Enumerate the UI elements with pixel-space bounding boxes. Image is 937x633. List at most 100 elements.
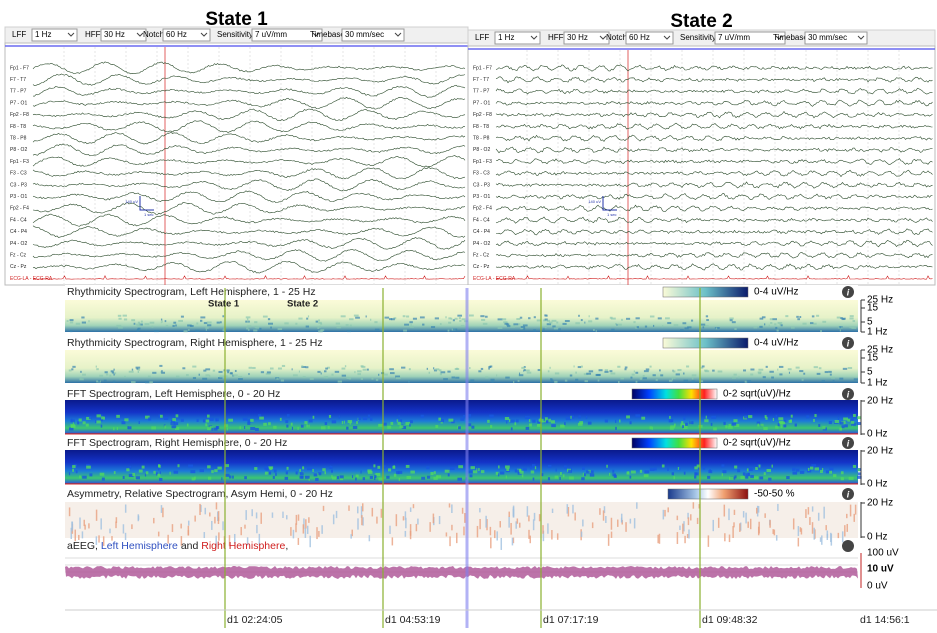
spectro-speck [765,415,767,418]
spectro-speck [833,380,835,382]
spectro-speck [445,316,446,318]
spectro-speck [71,521,73,531]
spectro-speck [86,424,89,427]
spectro-speck [791,327,795,329]
spectro-speck [557,533,559,539]
aeeg-title-part: Left Hemisphere [101,540,178,552]
spectro-speck [507,325,510,327]
spectro-speck [408,380,410,382]
spectro-speck [250,419,254,422]
spectro-speck [101,416,103,419]
spectro-speck [506,468,509,471]
spectro-speck [665,317,670,319]
spectro-speck [136,476,140,479]
spectro-speck [773,418,774,421]
spectro-speck [743,369,746,371]
spectro-speck [672,472,674,475]
spectro-speck [82,322,86,324]
spectro-speck [247,318,248,320]
spectro-speck [568,470,572,473]
spectro-speck [239,426,241,429]
spectro-speck [318,472,321,475]
spectro-speck [344,421,345,424]
spectro-speck [840,329,841,331]
spectro-speck [355,477,357,480]
spectro-speck [97,414,101,417]
spectro-speck [659,369,661,371]
row-title: FFT Spectrogram, Left Hemisphere, 0 - 20… [67,388,280,400]
spectro-speck [377,466,380,469]
spectro-speck [513,323,518,325]
spectro-speck [446,532,448,536]
spectro-speck [407,476,412,479]
spectro-speck [190,325,194,327]
channel-label: C3 - P3 [10,182,27,188]
spectro-speck [240,527,242,535]
spectro-speck [363,417,367,420]
spectro-speck [232,476,234,479]
spectro-speck [332,420,336,423]
spectro-speck [817,373,821,375]
spectro-speck [447,371,450,373]
spectro-speck [520,317,522,319]
spectro-speck [843,318,846,320]
spectro-speck [389,526,391,534]
spectro-speck [556,322,558,324]
spectro-speck [669,416,671,419]
spectro-speck [326,376,328,378]
spectro-speck [548,477,550,480]
spectro-speck [453,319,455,321]
spectro-speck [839,428,842,431]
channel-label: T7 - P7 [473,89,490,95]
spectro-speck [88,523,90,528]
spectro-speck [306,318,308,320]
spectro-speck [392,466,395,469]
spectro-speck [734,466,737,469]
spectro-speck [371,378,373,380]
spectro-speck [712,370,715,372]
dropdown-value: 30 mm/sec [808,33,847,42]
spectro-speck [534,513,536,521]
spectro-speck [799,370,803,372]
spectro-speck [373,464,375,467]
spectro-speck [254,321,257,323]
spectro-speck [788,368,792,370]
spectro-speck [635,414,640,417]
spectro-speck [658,317,662,319]
spectro-speck [123,476,125,479]
spectro-speck [630,377,632,379]
spectro-speck [450,467,455,470]
spectro-speck [515,469,519,472]
spectro-speck [170,422,174,425]
spectro-speck [643,375,645,377]
channel-label: F4 - C4 [473,217,490,223]
spectro-speck [210,418,214,421]
spectro-speck [604,371,608,373]
channel-label: Cz - Pz [473,264,490,270]
spectro-speck [543,328,545,330]
channel-label: P4 - O2 [473,241,490,247]
spectro-speck [589,315,590,317]
spectro-speck [118,315,121,317]
spectro-speck [772,465,773,468]
spectro-speck [781,422,786,425]
spectro-speck [88,320,89,322]
eeg-area [5,43,468,285]
spectro-speck [650,468,655,471]
spectro-speck [399,478,400,481]
spectro-speck [82,476,87,479]
spectro-speck [500,472,504,475]
spectro-speck [471,426,474,429]
spectro-speck [535,466,536,469]
spectro-speck [225,464,229,467]
spectro-speck [843,368,847,370]
spectro-speck [709,469,711,472]
spectro-speck [222,521,224,530]
spectro-speck [205,374,209,376]
spectro-speck [273,476,275,479]
spectro-speck [368,415,370,418]
spectro-speck [410,524,412,536]
spectro-speck [376,379,378,381]
info-button[interactable] [842,540,854,552]
spectro-speck [565,320,570,322]
